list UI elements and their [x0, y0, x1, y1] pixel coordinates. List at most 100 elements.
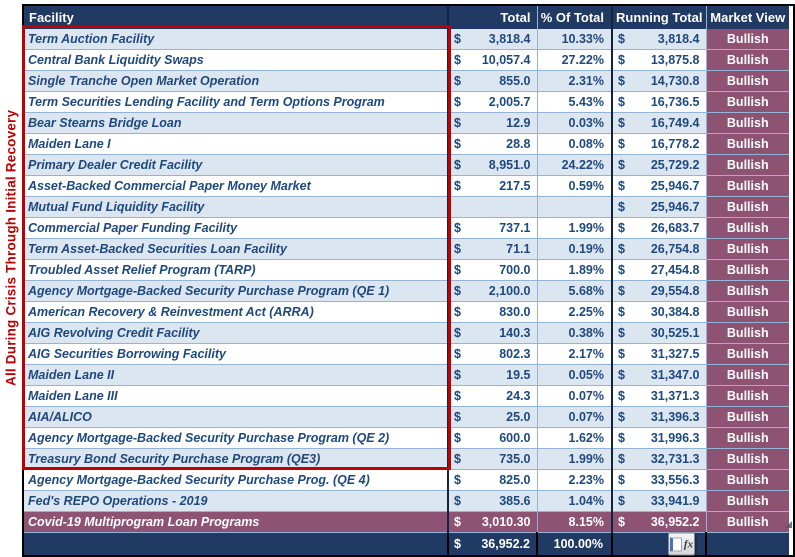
running-total-cell[interactable]: $ 14,730.8 [611, 70, 706, 92]
market-view-cell[interactable]: Bullish [705, 280, 789, 302]
running-total-cell[interactable]: $ 32,731.3 [611, 448, 706, 470]
facility-cell[interactable]: Maiden Lane II [24, 364, 448, 386]
pct-of-total-cell[interactable]: 1.04% [536, 490, 612, 512]
pct-of-total-cell[interactable]: 27.22% [536, 49, 612, 71]
market-view-cell[interactable]: Bullish [705, 301, 789, 323]
running-total-cell[interactable]: $ 31,996.3 [611, 427, 706, 449]
total-cell[interactable]: $ 802.3 [447, 343, 537, 365]
market-view-cell[interactable]: Bullish [705, 490, 789, 512]
running-total-cell[interactable]: $ 16,736.5 [611, 91, 706, 113]
market-view-cell[interactable]: Bullish [705, 217, 789, 239]
facility-cell[interactable]: Agency Mortgage-Backed Security Purchase… [24, 469, 448, 491]
total-cell[interactable]: $ 24.3 [447, 385, 537, 407]
pct-of-total-cell[interactable]: 2.23% [536, 469, 612, 491]
insert-function-button[interactable]: fx [668, 532, 695, 556]
total-cell[interactable]: $ 19.5 [447, 364, 537, 386]
facility-cell[interactable]: Agency Mortgage-Backed Security Purchase… [24, 280, 448, 302]
running-total-cell[interactable]: $ 25,729.2 [611, 154, 706, 176]
market-view-cell[interactable]: Bullish [705, 343, 789, 365]
market-view-cell[interactable]: Bullish [705, 406, 789, 428]
market-view-cell[interactable]: Bullish [705, 49, 789, 71]
total-cell[interactable]: $ 217.5 [447, 175, 537, 197]
column-header-pct-of-total[interactable]: % Of Total [536, 6, 612, 29]
total-cell[interactable]: $ 140.3 [447, 322, 537, 344]
pct-of-total-cell[interactable]: 0.19% [536, 238, 612, 260]
facility-cell[interactable]: Mutual Fund Liquidity Facility [24, 196, 448, 218]
running-total-cell[interactable]: $ 26,754.8 [611, 238, 706, 260]
total-cell[interactable]: $ 700.0 [447, 259, 537, 281]
pct-of-total-cell[interactable]: 5.43% [536, 91, 612, 113]
total-cell[interactable]: $ 2,005.7 [447, 91, 537, 113]
pct-of-total-cell[interactable]: 8.15% [536, 511, 612, 533]
pct-of-total-cell[interactable]: 2.31% [536, 70, 612, 92]
running-total-cell[interactable]: $ 25,946.7 [611, 196, 706, 218]
market-view-cell[interactable]: Bullish [705, 91, 789, 113]
running-total-cell[interactable]: $ 27,454.8 [611, 259, 706, 281]
total-cell[interactable]: $ 10,057.4 [447, 49, 537, 71]
running-total-cell[interactable]: $ 31,327.5 [611, 343, 706, 365]
market-view-cell[interactable]: Bullish [705, 133, 789, 155]
total-cell[interactable]: $ 385.6 [447, 490, 537, 512]
facility-cell[interactable]: AIG Securities Borrowing Facility [24, 343, 448, 365]
total-cell[interactable]: $ 830.0 [447, 301, 537, 323]
market-view-cell[interactable]: Bullish [705, 175, 789, 197]
market-view-cell[interactable]: Bullish [705, 196, 789, 218]
market-view-cell[interactable]: Bullish [705, 364, 789, 386]
market-view-cell[interactable]: Bullish [705, 427, 789, 449]
running-total-cell[interactable]: $ 26,683.7 [611, 217, 706, 239]
pct-of-total-cell[interactable]: 1.99% [536, 217, 612, 239]
total-cell[interactable]: $ 3,818.4 [447, 29, 537, 50]
total-cell[interactable]: $ 8,951.0 [447, 154, 537, 176]
pct-of-total-cell[interactable]: 0.08% [536, 133, 612, 155]
facility-cell[interactable]: Treasury Bond Security Purchase Program … [24, 448, 448, 470]
running-total-cell[interactable]: $ 3,818.4 [611, 29, 706, 50]
facility-cell[interactable]: Fed's REPO Operations - 2019 [24, 490, 448, 512]
facility-cell[interactable]: AIA/ALICO [24, 406, 448, 428]
pct-of-total-cell[interactable]: 0.03% [536, 112, 612, 134]
pct-of-total-cell[interactable]: 0.07% [536, 385, 612, 407]
running-total-cell[interactable]: $ 16,778.2 [611, 133, 706, 155]
facility-cell[interactable]: Asset-Backed Commercial Paper Money Mark… [24, 175, 448, 197]
pct-of-total-cell[interactable]: 10.33% [536, 29, 612, 50]
total-cell[interactable]: $ 855.0 [447, 70, 537, 92]
running-total-cell[interactable]: $ 33,941.9 [611, 490, 706, 512]
total-cell[interactable] [447, 196, 537, 218]
facility-cell[interactable]: Term Securities Lending Facility and Ter… [24, 91, 448, 113]
facility-cell[interactable]: Central Bank Liquidity Swaps [24, 49, 448, 71]
running-total-cell[interactable]: $ 36,952.2 [611, 511, 706, 533]
grand-total-amount-cell[interactable]: $ 36,952.2 [447, 532, 537, 555]
pct-of-total-cell[interactable]: 0.05% [536, 364, 612, 386]
pct-of-total-cell[interactable]: 2.25% [536, 301, 612, 323]
market-view-cell[interactable]: Bullish [705, 112, 789, 134]
facility-cell[interactable]: Agency Mortgage-Backed Security Purchase… [24, 427, 448, 449]
market-view-cell[interactable]: Bullish [705, 70, 789, 92]
facility-cell[interactable]: American Recovery & Reinvestment Act (AR… [24, 301, 448, 323]
pct-of-total-cell[interactable]: 24.22% [536, 154, 612, 176]
total-cell[interactable]: $ 737.1 [447, 217, 537, 239]
total-cell[interactable]: $ 71.1 [447, 238, 537, 260]
total-cell[interactable]: $ 12.9 [447, 112, 537, 134]
facility-cell[interactable]: Single Tranche Open Market Operation [24, 70, 448, 92]
total-cell[interactable]: $ 600.0 [447, 427, 537, 449]
running-total-cell[interactable]: $ 30,525.1 [611, 322, 706, 344]
market-view-cell[interactable]: Bullish [705, 154, 789, 176]
pct-of-total-cell[interactable]: 2.17% [536, 343, 612, 365]
pct-of-total-cell[interactable]: 1.89% [536, 259, 612, 281]
facility-cell[interactable]: Bear Stearns Bridge Loan [24, 112, 448, 134]
pct-of-total-cell[interactable]: 0.07% [536, 406, 612, 428]
total-cell[interactable]: $ 25.0 [447, 406, 537, 428]
facility-cell[interactable]: Troubled Asset Relief Program (TARP) [24, 259, 448, 281]
pct-of-total-cell[interactable] [536, 196, 612, 218]
pct-of-total-cell[interactable]: 1.62% [536, 427, 612, 449]
facility-cell[interactable]: Primary Dealer Credit Facility [24, 154, 448, 176]
running-total-cell[interactable]: $ 29,554.8 [611, 280, 706, 302]
total-cell[interactable]: $ 735.0 [447, 448, 537, 470]
column-header-total[interactable]: Total [447, 6, 537, 29]
facility-cell[interactable]: Covid-19 Multiprogram Loan Programs [24, 511, 448, 533]
running-total-cell[interactable]: $ 25,946.7 [611, 175, 706, 197]
total-cell[interactable]: $ 825.0 [447, 469, 537, 491]
grand-total-running-cell[interactable]: fx [611, 532, 706, 556]
running-total-cell[interactable]: $ 31,396.3 [611, 406, 706, 428]
grand-total-pct-cell[interactable]: 100.00% [536, 532, 612, 555]
market-view-cell[interactable]: Bullish [705, 259, 789, 281]
